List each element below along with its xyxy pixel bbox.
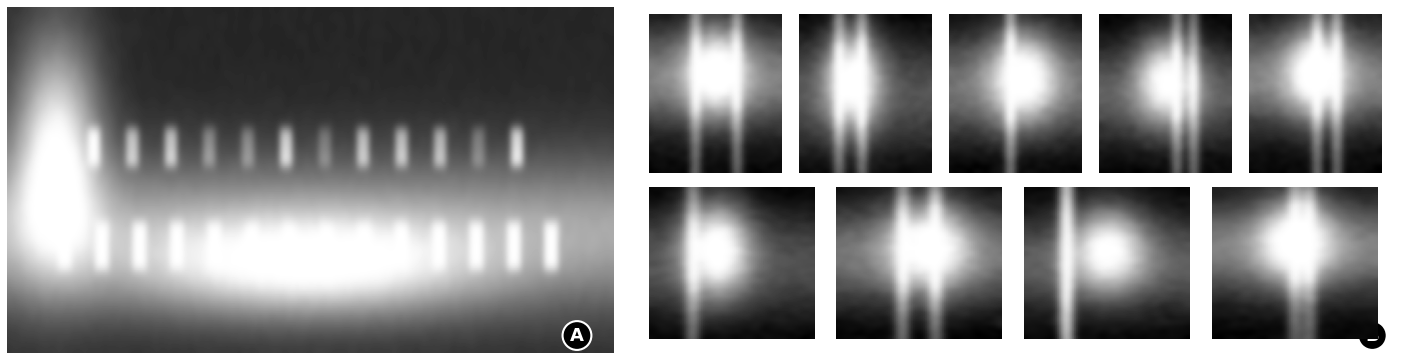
- Text: B: B: [1365, 327, 1379, 345]
- Bar: [613, 0, 630, 360]
- Text: A: A: [570, 327, 584, 345]
